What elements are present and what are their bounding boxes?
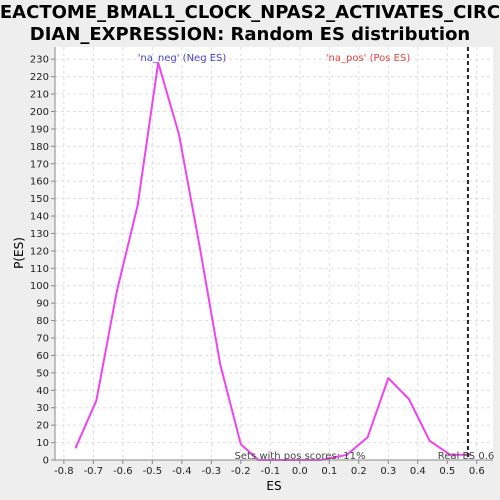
y-axis-label: P(ES): [12, 237, 26, 269]
plot-area: [55, 47, 493, 460]
data-point: [136, 204, 139, 207]
data-point: [387, 377, 390, 379]
x-tick-label: 0.1: [321, 466, 337, 477]
data-point: [470, 454, 472, 456]
x-tick-label: -0.5: [143, 466, 163, 477]
y-tick-label: 210: [30, 90, 49, 101]
y-tick-label: 180: [30, 142, 49, 153]
y-tick-label: 130: [30, 229, 49, 240]
real-es-label: Real ES 0.6: [438, 451, 494, 462]
y-tick-label: 170: [30, 159, 49, 170]
x-tick-label: -0.4: [172, 466, 192, 477]
y-tick-label: 60: [36, 351, 49, 362]
y-tick-label: 230: [30, 55, 49, 66]
data-point: [74, 447, 77, 449]
y-tick-label: 160: [30, 177, 49, 188]
y-tick-label: 220: [30, 72, 49, 83]
x-tick-label: 0.3: [380, 466, 396, 477]
y-tick-label: 20: [36, 421, 49, 432]
y-tick-label: 80: [36, 316, 49, 327]
data-point: [157, 61, 159, 64]
x-tick-label: 0.0: [292, 466, 308, 477]
y-ticks: 0 10 20 30 40 50 60 70 80 90 100 110 120 130 140 150 160…: [30, 55, 55, 467]
x-tick-label: -0.1: [261, 466, 281, 477]
y-tick-label: 90: [36, 299, 49, 310]
y-tick-label: 190: [30, 124, 49, 135]
x-tick-label: 0.4: [410, 466, 426, 477]
y-tick-label: 30: [36, 403, 49, 414]
y-tick-label: 200: [30, 107, 49, 118]
x-tick-label: 0.5: [439, 466, 455, 477]
y-tick-label: 10: [36, 438, 49, 449]
data-point: [428, 440, 431, 442]
data-point: [178, 133, 180, 135]
y-tick-label: 40: [36, 386, 49, 397]
y-tick-label: 110: [30, 264, 49, 275]
y-tick-label: 50: [36, 368, 49, 379]
x-tick-label: -0.8: [54, 466, 74, 477]
chart-title-line2: DIAN_EXPRESSION: Random ES distribution: [30, 24, 471, 45]
x-tick-label: -0.3: [202, 466, 222, 477]
data-point: [219, 363, 221, 366]
x-tick-label: -0.6: [113, 466, 133, 477]
chart-title-line1: REACTOME_BMAL1_CLOCK_NPAS2_ACTIVATES_CIR…: [0, 2, 500, 23]
sets-pos-scores-label: Sets with pos scores: 11%: [235, 451, 366, 462]
data-point: [116, 290, 118, 292]
x-tick-label: 0.2: [351, 466, 367, 477]
data-point: [346, 454, 348, 456]
data-point: [198, 244, 201, 247]
x-tick-label: -0.2: [231, 466, 251, 477]
y-tick-label: 0: [43, 456, 49, 467]
y-tick-label: 100: [30, 281, 49, 292]
neg-es-label: 'na_neg' (Neg ES): [138, 53, 227, 64]
data-point: [408, 398, 410, 400]
grid-lines: [55, 47, 493, 461]
y-tick-label: 150: [30, 194, 49, 205]
x-tick-label: 0.6: [469, 466, 485, 477]
x-tick-label: -0.7: [84, 466, 104, 477]
y-tick-label: 120: [30, 246, 49, 257]
x-ticks: -0.8 -0.7 -0.6 -0.5 -0.4 -0.3 -0.2 -0.1 0.0 0.1 0.…: [54, 460, 485, 477]
data-point: [95, 400, 98, 402]
data-point: [366, 436, 369, 439]
pos-es-label: 'na_pos' (Pos ES): [326, 53, 411, 64]
y-tick-label: 70: [36, 334, 49, 345]
data-point: [449, 454, 452, 456]
y-tick-label: 140: [30, 212, 49, 223]
x-axis-label: ES: [266, 479, 281, 493]
data-point: [240, 443, 242, 446]
